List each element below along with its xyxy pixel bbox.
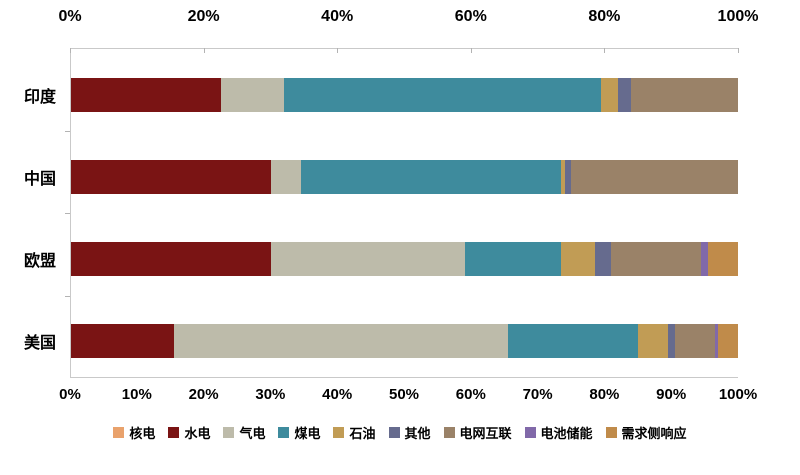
bar-segment-气电 bbox=[271, 160, 302, 194]
legend-label: 气电 bbox=[239, 426, 266, 441]
bar-segment-煤电 bbox=[507, 324, 638, 358]
bottom-axis-tick-label: 0% bbox=[59, 386, 81, 403]
legend-label: 电池储能 bbox=[540, 426, 593, 441]
y-axis-category-label: 印度 bbox=[23, 89, 56, 106]
bar-segment-石油 bbox=[601, 78, 618, 112]
legend-item-石油: 石油 bbox=[333, 423, 376, 442]
bar-segment-煤电 bbox=[284, 78, 602, 112]
legend-label: 需求侧响应 bbox=[621, 426, 687, 441]
bar-segment-电网互联 bbox=[631, 78, 738, 112]
legend-label: 核电 bbox=[129, 426, 156, 441]
bar-segment-石油 bbox=[561, 160, 565, 194]
bar-segment-石油 bbox=[637, 324, 668, 358]
bottom-axis-tick-label: 20% bbox=[188, 386, 219, 403]
bar-row bbox=[71, 324, 738, 358]
bottom-axis-tick-label: 60% bbox=[455, 386, 486, 403]
legend: 核电 水电 气电 煤电 石油 其他 电网互联 电池储能 需求侧响应 bbox=[0, 423, 800, 442]
legend-item-气电: 气电 bbox=[223, 423, 265, 442]
legend-item-水电: 水电 bbox=[168, 423, 210, 442]
top-axis-tick-label: 0% bbox=[58, 8, 82, 25]
y-axis-tick bbox=[65, 213, 70, 214]
bar-segment-电网互联 bbox=[674, 324, 715, 358]
top-axis-tick-label: 60% bbox=[454, 8, 487, 25]
top-axis-tick-label: 20% bbox=[187, 8, 220, 25]
bottom-axis-tick-label: 10% bbox=[121, 386, 152, 403]
legend-swatch-icon bbox=[443, 427, 455, 438]
bar-segment-其他 bbox=[617, 78, 632, 112]
legend-swatch-icon bbox=[524, 427, 536, 438]
legend-item-电网互联: 电网互联 bbox=[443, 423, 512, 442]
bar-segment-煤电 bbox=[464, 242, 562, 276]
bar-row bbox=[71, 160, 738, 194]
legend-item-其他: 其他 bbox=[388, 423, 431, 442]
bottom-axis-tick-label: 90% bbox=[656, 386, 687, 403]
top-axis-tick-label: 40% bbox=[321, 8, 354, 25]
top-axis-tick bbox=[470, 48, 472, 53]
legend-item-煤电: 煤电 bbox=[278, 423, 320, 442]
bar-segment-其他 bbox=[667, 324, 675, 358]
legend-label: 水电 bbox=[184, 426, 211, 441]
bar-segment-石油 bbox=[561, 242, 595, 276]
legend-label: 其他 bbox=[404, 426, 431, 441]
legend-swatch-icon bbox=[278, 427, 290, 438]
bottom-axis-tick-label: 70% bbox=[522, 386, 553, 403]
bar-segment-电池储能 bbox=[714, 324, 718, 358]
y-axis-tick bbox=[65, 295, 70, 297]
legend-item-电池储能: 电池储能 bbox=[524, 423, 593, 442]
bar-segment-电网互联 bbox=[611, 242, 702, 276]
legend-item-核电: 核电 bbox=[113, 423, 155, 442]
legend-swatch-icon bbox=[168, 427, 180, 438]
bottom-axis-tick-label: 80% bbox=[589, 386, 620, 403]
legend-label: 电网互联 bbox=[459, 426, 512, 441]
bar-row bbox=[71, 242, 738, 276]
legend-label: 石油 bbox=[349, 426, 376, 441]
bar-segment-煤电 bbox=[301, 160, 562, 194]
bar-segment-电池储能 bbox=[701, 242, 708, 276]
top-axis-tick bbox=[70, 48, 71, 53]
top-axis-tick bbox=[604, 48, 606, 53]
bar-segment-其他 bbox=[564, 160, 572, 194]
bar-segment-水电 bbox=[71, 78, 222, 112]
top-axis-tick-label: 100% bbox=[717, 8, 759, 25]
top-axis-tick bbox=[337, 48, 339, 53]
bar-segment-水电 bbox=[71, 242, 272, 276]
bar-segment-气电 bbox=[174, 324, 508, 358]
legend-swatch-icon bbox=[113, 427, 125, 438]
bar-segment-水电 bbox=[71, 324, 175, 358]
bottom-axis-tick-label: 100% bbox=[718, 386, 758, 403]
bottom-axis-tick-label: 30% bbox=[255, 386, 286, 403]
bar-segment-需求侧响应 bbox=[707, 242, 738, 276]
plot-area bbox=[70, 48, 738, 378]
top-axis-tick-label: 80% bbox=[588, 8, 621, 25]
y-axis-category-label: 美国 bbox=[23, 335, 56, 352]
bar-segment-水电 bbox=[71, 160, 272, 194]
top-axis-tick bbox=[738, 48, 739, 53]
bottom-axis-tick-label: 50% bbox=[388, 386, 420, 403]
legend-swatch-icon bbox=[605, 427, 617, 438]
bar-segment-其他 bbox=[594, 242, 612, 276]
legend-swatch-icon bbox=[333, 427, 345, 438]
bar-segment-气电 bbox=[221, 78, 285, 112]
top-axis-tick bbox=[203, 48, 205, 53]
y-axis-category-label: 中国 bbox=[23, 171, 56, 188]
legend-swatch-icon bbox=[388, 427, 400, 438]
bottom-axis-tick-label: 40% bbox=[322, 386, 353, 403]
legend-swatch-icon bbox=[223, 427, 235, 438]
y-axis-category-label: 欧盟 bbox=[23, 253, 56, 270]
bar-segment-气电 bbox=[271, 242, 465, 276]
legend-item-需求侧响应: 需求侧响应 bbox=[605, 423, 687, 442]
legend-label: 煤电 bbox=[294, 426, 321, 441]
bar-segment-电网互联 bbox=[571, 160, 738, 194]
bar-row bbox=[71, 78, 738, 112]
bar-segment-需求侧响应 bbox=[717, 324, 738, 358]
y-axis-tick bbox=[65, 130, 70, 132]
